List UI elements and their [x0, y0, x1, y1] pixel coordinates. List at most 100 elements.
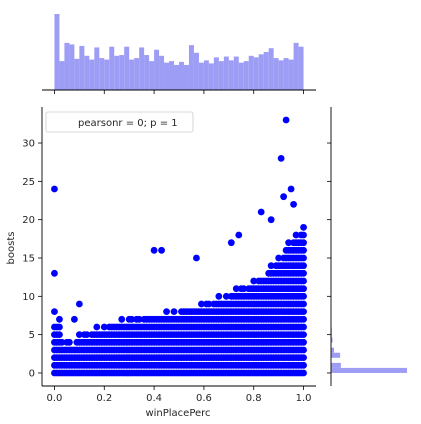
scatter-point: [222, 292, 230, 300]
marginal-x-bar: [253, 57, 259, 90]
scatter-point-outlier: [51, 185, 58, 193]
marginal-x-bar: [278, 60, 284, 90]
y-tick-label: 5: [29, 330, 35, 341]
marginal-x-bar: [248, 55, 254, 90]
marginal-x-bar: [99, 58, 105, 90]
x-tick-label: 0.0: [47, 393, 63, 404]
marginal-x-bar: [179, 61, 184, 90]
scatter-point: [300, 361, 307, 369]
scatter-point-outlier: [51, 308, 58, 316]
legend-annotation: pearsonr = 0; p = 1: [78, 118, 178, 129]
marginal-x-bar: [159, 55, 165, 90]
marginal-x-histogram: [42, 14, 316, 94]
scatter-point-outlier: [290, 200, 297, 208]
scatter-point: [300, 285, 307, 293]
marginal-y-bar: [331, 367, 407, 373]
marginal-x-bar: [288, 59, 294, 90]
y-tick-label: 0: [29, 368, 35, 379]
x-tick-label: 0.2: [96, 393, 112, 404]
scatter-point: [250, 277, 258, 285]
scatter-point-outlier: [287, 185, 295, 193]
marginal-x-bar: [109, 46, 115, 90]
marginal-x-bar: [79, 45, 85, 90]
marginal-x-bar: [129, 59, 135, 90]
marginal-x-bar: [228, 60, 234, 90]
marginal-x-bar: [64, 42, 70, 90]
marginal-x-bar: [293, 42, 299, 90]
marginal-x-bar: [164, 62, 170, 90]
scatter-point: [300, 246, 307, 254]
scatter-point: [300, 300, 307, 308]
marginal-x-bar: [243, 61, 249, 90]
marginal-y-bar: [331, 337, 333, 343]
scatter-point: [163, 308, 170, 316]
scatter-point: [300, 292, 307, 300]
marginal-x-bar: [174, 64, 179, 90]
scatter-point: [75, 331, 83, 339]
y-tick-label: 20: [22, 215, 35, 226]
legend-box: [45, 111, 194, 133]
x-tick-label: 0.4: [146, 393, 162, 404]
scatter-point: [198, 300, 205, 308]
marginal-x-bar: [283, 58, 289, 90]
scatter-point: [300, 323, 307, 331]
scatter-point: [300, 269, 307, 277]
scatter-point: [56, 315, 63, 323]
marginal-x-bar: [218, 61, 224, 90]
marginal-y-bar: [331, 347, 335, 353]
scatter-point-outlier: [280, 193, 288, 201]
scatter-point: [300, 331, 307, 339]
marginal-x-bar: [258, 54, 264, 90]
y-tick-label: 30: [22, 139, 35, 150]
marginal-x-bar: [298, 46, 304, 90]
scatter-point: [118, 315, 126, 323]
marginal-x-bar: [84, 55, 90, 90]
marginal-x-bar: [149, 61, 155, 90]
scatter-point: [300, 308, 307, 316]
legend: pearsonr = 0; p = 1: [45, 111, 194, 133]
x-tick-label: 0.6: [196, 393, 212, 404]
marginal-x-bar: [94, 47, 100, 90]
marginal-x-bar: [208, 63, 214, 90]
axes: 0.0 0.2 0.4 0.6 0.8 1.0 0 5 10 15 20 25 30: [22, 107, 316, 404]
y-tick-label: 10: [22, 292, 35, 303]
x-tick-label: 1.0: [296, 393, 312, 404]
marginal-x-bar: [154, 49, 160, 90]
scatter-point: [300, 369, 307, 377]
marginal-x-bar: [273, 58, 279, 90]
scatter-point: [100, 323, 108, 331]
x-tick-label: 0.8: [246, 393, 262, 404]
marginal-x-bar: [213, 57, 219, 90]
marginal-x-bar: [124, 46, 130, 90]
marginal-x-bar: [104, 59, 110, 90]
scatter-point-outlier: [193, 254, 200, 262]
scatter-point-outlier: [227, 239, 235, 247]
scatter-point: [267, 262, 275, 270]
marginal-x-bar: [203, 60, 209, 90]
scatter-point: [275, 254, 283, 262]
scatter-point: [300, 277, 307, 285]
scatter-point-outlier: [158, 246, 165, 254]
scatter-point: [300, 254, 307, 262]
marginal-x-bar: [59, 61, 65, 90]
marginal-x-bar: [238, 62, 244, 90]
scatter-point: [232, 285, 240, 293]
scatter-point: [300, 346, 307, 354]
marginal-y-bar: [331, 362, 341, 368]
marginal-x-bar: [223, 56, 229, 90]
scatter-point: [300, 338, 307, 346]
marginal-x-bar: [54, 14, 60, 90]
marginal-x-bar: [134, 58, 140, 90]
scatter-point-outlier: [267, 216, 275, 224]
y-tick-label: 25: [22, 177, 35, 188]
marginal-x-bar: [114, 55, 120, 90]
marginal-x-bar: [74, 58, 80, 90]
scatter-point: [300, 223, 307, 231]
marginal-x-bar: [198, 62, 204, 90]
scatter-point: [300, 315, 307, 323]
marginal-x-bar: [268, 48, 274, 90]
scatter-point: [83, 331, 91, 339]
marginal-x-bar: [188, 45, 194, 90]
scatter-point: [93, 323, 101, 331]
